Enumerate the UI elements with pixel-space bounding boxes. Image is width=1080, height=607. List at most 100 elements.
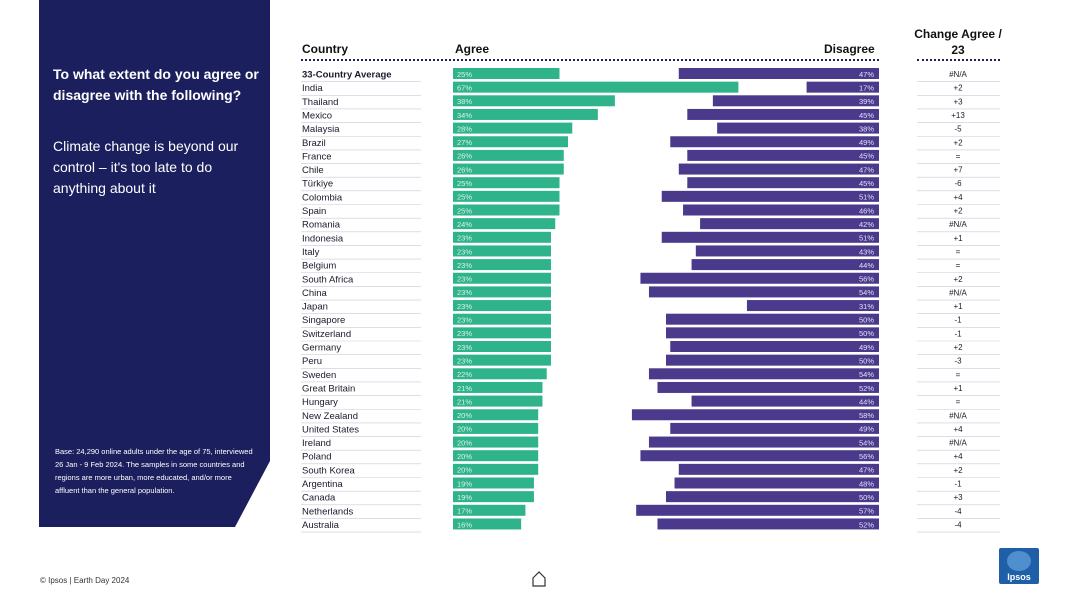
agree-value-label: 20% [457, 425, 472, 434]
agree-value-label: 19% [457, 479, 472, 488]
disagree-value-label: 54% [859, 370, 874, 379]
change-value: +13 [951, 111, 965, 120]
change-value: +4 [953, 425, 963, 434]
disagree-value-label: 49% [859, 343, 874, 352]
disagree-bar [640, 450, 879, 462]
disagree-value-label: 50% [859, 356, 874, 365]
change-value: +3 [953, 493, 963, 502]
ipsos-logo: Ipsos [999, 548, 1039, 584]
disagree-bar [691, 395, 879, 407]
agree-bar [453, 218, 556, 230]
home-icon[interactable] [531, 570, 547, 588]
country-label: Australia [302, 520, 340, 531]
disagree-bar [691, 259, 879, 271]
disagree-bar [712, 95, 879, 107]
disagree-value-label: 49% [859, 138, 874, 147]
disagree-column-header: Disagree [824, 42, 875, 56]
disagree-value-label: 42% [859, 220, 874, 229]
agree-value-label: 28% [457, 124, 472, 133]
agree-value-label: 21% [457, 397, 472, 406]
change-value: +2 [953, 466, 963, 475]
disagree-bar [648, 368, 879, 380]
agree-bar [453, 190, 560, 202]
agree-value-label: 23% [457, 302, 472, 311]
agree-value-label: 23% [457, 247, 472, 256]
disagree-value-label: 17% [859, 83, 874, 92]
agree-value-label: 27% [457, 138, 472, 147]
agree-value-label: 24% [457, 220, 472, 229]
disagree-value-label: 56% [859, 452, 874, 461]
disagree-bar [661, 190, 879, 202]
agree-bar [453, 327, 551, 339]
country-label: South Korea [302, 465, 356, 476]
disagree-bar [670, 341, 879, 352]
country-label: Indonesia [302, 233, 344, 244]
disagree-bar [666, 491, 879, 503]
disagree-value-label: 47% [859, 70, 874, 79]
agree-bar [453, 341, 551, 352]
agree-value-label: 23% [457, 356, 472, 365]
disagree-bar [746, 300, 879, 312]
disagree-bar [636, 504, 879, 516]
disagree-bar [687, 149, 879, 161]
country-label: Chile [302, 165, 324, 176]
country-label: Brazil [302, 138, 326, 149]
change-value: +4 [953, 452, 963, 461]
agree-value-label: 22% [457, 370, 472, 379]
disagree-value-label: 39% [859, 97, 874, 106]
disagree-bar [678, 68, 879, 79]
country-column-header: Country [302, 42, 348, 56]
agree-bar [453, 68, 560, 79]
change-value: -1 [954, 316, 962, 325]
agree-value-label: 21% [457, 384, 472, 393]
agree-bar [453, 504, 526, 516]
agree-value-label: 20% [457, 466, 472, 475]
change-column-header: Change Agree / 23 [914, 27, 1002, 57]
agree-bar [453, 436, 539, 448]
question-text: To what extent do you agree or disagree … [53, 66, 259, 103]
country-label: Spain [302, 206, 326, 217]
agree-value-label: 19% [457, 493, 472, 502]
agree-value-label: 23% [457, 343, 472, 352]
agree-value-label: 20% [457, 452, 472, 461]
change-value: +4 [953, 193, 963, 202]
disagree-value-label: 50% [859, 329, 874, 338]
disagree-bar [666, 354, 879, 366]
agree-bar [453, 245, 551, 257]
change-value: -1 [954, 480, 962, 489]
agree-value-label: 34% [457, 111, 472, 120]
agree-bar [453, 300, 551, 312]
disagree-bar [631, 409, 879, 421]
disagree-bar [678, 163, 879, 175]
change-value: -6 [954, 179, 962, 188]
country-label: Türkiye [302, 179, 333, 190]
country-label: Singapore [302, 315, 345, 326]
country-label: Colombia [302, 192, 343, 203]
disagree-value-label: 31% [859, 302, 874, 311]
disagree-value-label: 51% [859, 234, 874, 243]
disagree-value-label: 45% [859, 179, 874, 188]
change-value: -4 [954, 520, 962, 529]
agree-bar [453, 368, 547, 380]
country-label: Argentina [302, 479, 343, 490]
agree-bar [453, 95, 615, 107]
agree-value-label: 26% [457, 165, 472, 174]
agree-value-label: 17% [457, 507, 472, 516]
change-value: = [956, 370, 961, 379]
country-label: Thailand [302, 97, 338, 108]
agree-bar [453, 409, 539, 421]
disagree-value-label: 48% [859, 479, 874, 488]
disagree-value-label: 57% [859, 507, 874, 516]
agree-bar [453, 81, 739, 93]
change-value: -3 [954, 357, 962, 366]
agree-bar [453, 204, 560, 216]
country-label: France [302, 151, 332, 162]
agree-bar [453, 381, 543, 393]
disagree-value-label: 38% [859, 124, 874, 133]
country-label: Peru [302, 356, 322, 367]
disagree-value-label: 56% [859, 275, 874, 284]
change-value: = [956, 261, 961, 270]
statement-text: Climate change is beyond our control – i… [53, 138, 239, 196]
disagree-bar [666, 313, 879, 325]
base-note: Base: 24,290 online adults under the age… [55, 447, 253, 495]
